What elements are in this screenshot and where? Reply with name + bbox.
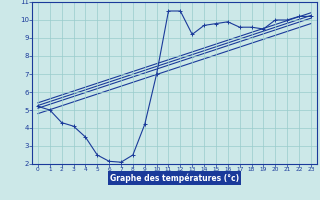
- X-axis label: Graphe des températures (°c): Graphe des températures (°c): [110, 173, 239, 183]
